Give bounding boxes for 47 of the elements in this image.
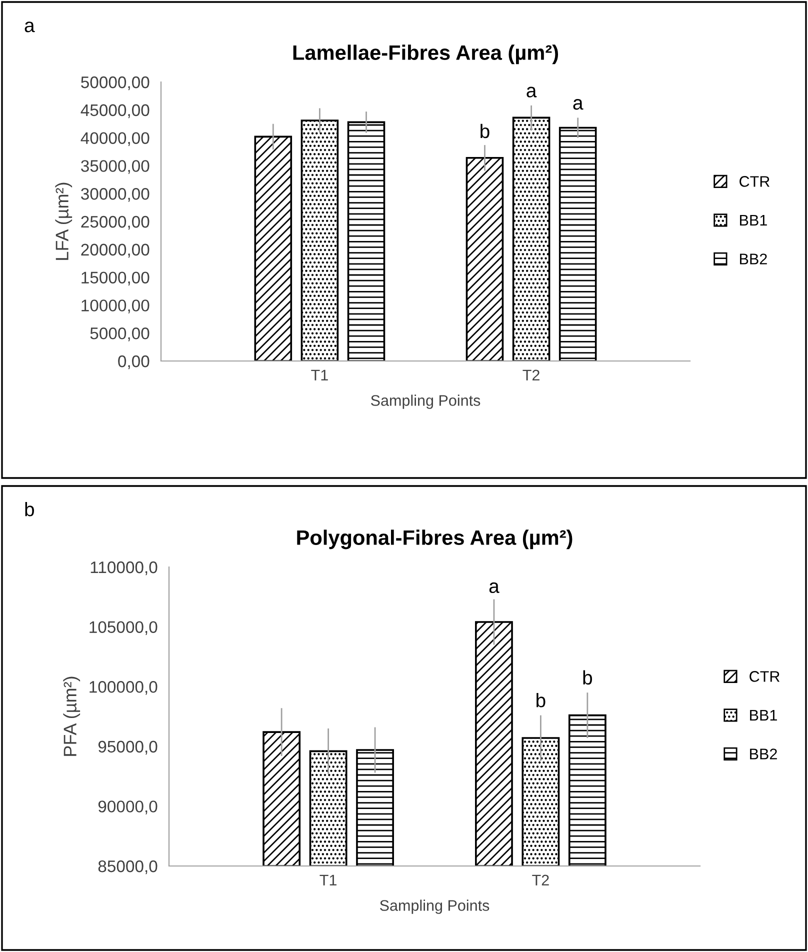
annotation: a bbox=[573, 99, 584, 110]
y-tick-label: 100000,0 bbox=[90, 681, 158, 695]
y-axis-title: PFA (µm²) bbox=[63, 676, 80, 756]
y-tick-label: 50000,00 bbox=[81, 76, 150, 90]
y-tick-label: 15000,00 bbox=[82, 272, 150, 286]
annotation: b bbox=[583, 670, 592, 685]
y-tick-label: 90000,0 bbox=[98, 800, 158, 814]
legend-label: CTR bbox=[750, 671, 780, 682]
chart-title: Lamellae-Fibres Area (µm²) bbox=[293, 44, 558, 64]
bar bbox=[300, 120, 339, 361]
y-tick-label: 20000,00 bbox=[81, 244, 150, 258]
bar bbox=[558, 126, 597, 361]
y-tick-label: 30000,00 bbox=[81, 188, 150, 202]
annotation: a bbox=[489, 582, 500, 594]
legend-label: BB2 bbox=[740, 254, 767, 264]
x-axis-title: Sampling Points bbox=[371, 394, 480, 409]
x-tick-label: T1 bbox=[311, 370, 328, 380]
y-tick-label: 95000,0 bbox=[98, 740, 158, 755]
legend-label: BB1 bbox=[740, 214, 767, 226]
bar bbox=[512, 116, 550, 361]
y-tick-label: 10000,00 bbox=[82, 300, 150, 314]
y-tick-label: 45000,00 bbox=[80, 104, 150, 118]
y-tick-label: 105000,0 bbox=[90, 621, 158, 635]
legend-label: BB1 bbox=[750, 710, 777, 720]
text: a bbox=[24, 22, 35, 32]
y-tick-label: 25000,00 bbox=[81, 216, 150, 230]
y-tick-label: 5000,00 bbox=[90, 328, 150, 342]
x-tick-label: T2 bbox=[532, 874, 549, 886]
x-tick-label: T1 bbox=[320, 874, 336, 886]
bar bbox=[254, 136, 292, 361]
chart-title: Polygonal-Fibres Area (µm²) bbox=[297, 530, 572, 550]
bar bbox=[466, 156, 504, 361]
text: b bbox=[25, 502, 34, 516]
legend-label: CTR bbox=[740, 176, 770, 187]
x-tick-label: T2 bbox=[522, 370, 540, 380]
y-tick-label: 40000,00 bbox=[80, 132, 150, 146]
annotation: b bbox=[536, 693, 546, 708]
bar bbox=[347, 121, 386, 361]
y-axis-title: LFA (µm²) bbox=[55, 182, 72, 260]
y-tick-label: 35000,00 bbox=[81, 160, 150, 174]
y-tick-label: 0,00 bbox=[118, 355, 150, 370]
x-axis-title: Sampling Points bbox=[380, 900, 490, 914]
annotation: a bbox=[526, 86, 537, 98]
annotation: b bbox=[480, 124, 490, 138]
y-tick-label: 85000,0 bbox=[98, 860, 158, 874]
legend-label: BB2 bbox=[750, 748, 777, 760]
y-tick-label: 110000,0 bbox=[90, 561, 158, 576]
